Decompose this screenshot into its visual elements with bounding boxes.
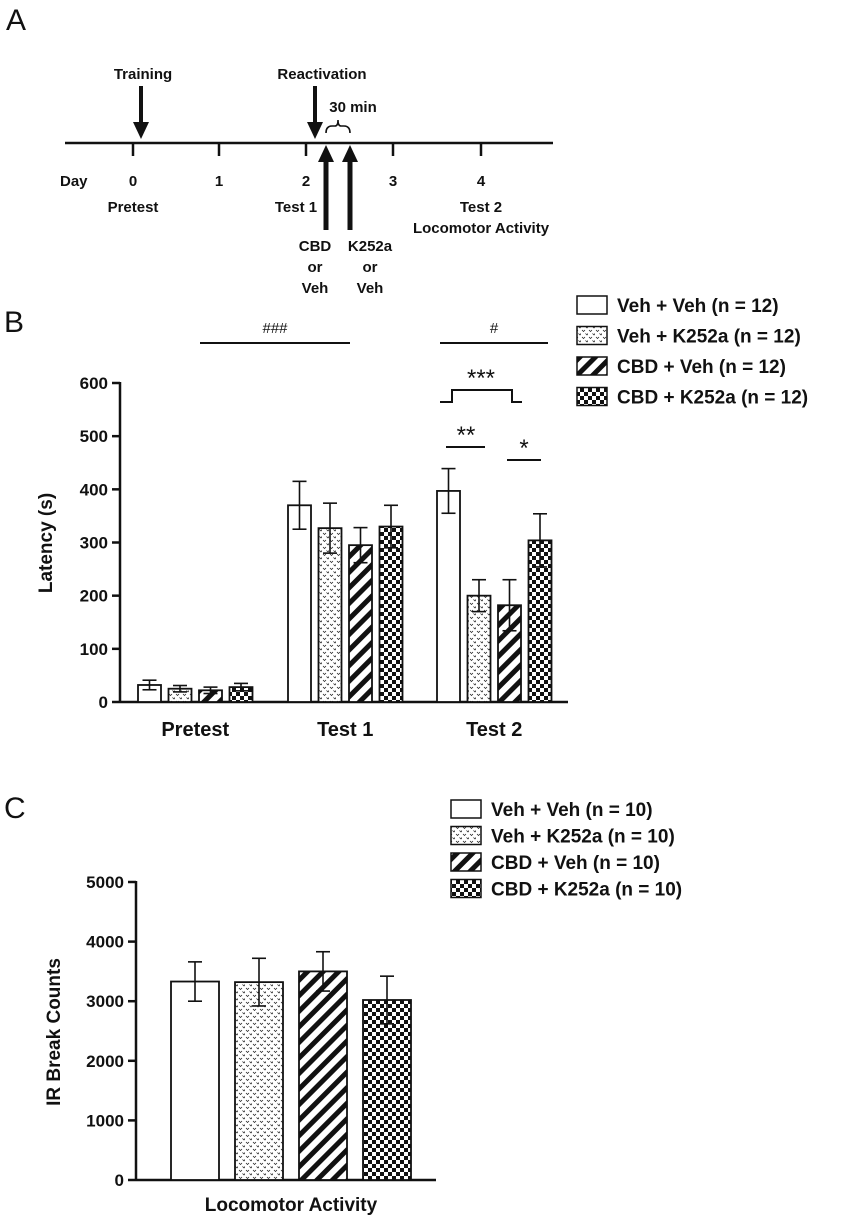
panel-c-y-tick-label-4: 4000 xyxy=(86,933,124,952)
day-tick-2: 2 xyxy=(302,173,310,190)
panel-c-xlabel: Locomotor Activity xyxy=(205,1195,378,1216)
panel-b-legend-swatch-1 xyxy=(576,325,608,346)
panel-b-bar-2-0 xyxy=(436,490,461,703)
panel-b-y-tick-label-4: 400 xyxy=(80,480,108,499)
day-tick-0: 0 xyxy=(129,173,137,190)
panel-b-legend-swatch-2 xyxy=(576,356,608,376)
panel-c-bar-0 xyxy=(170,980,220,1181)
panel-c-bars xyxy=(170,950,412,1181)
panel-b-chart: B Latency (s) 0 100 200 300 400 500 600 Pretest… xyxy=(4,295,808,741)
panel-b-y-tick-label-5: 500 xyxy=(80,427,108,446)
panel-b-ylabel: Latency (s) xyxy=(36,493,57,593)
panel-c-chart: C IR Break Counts Locomotor Activity 0 10… xyxy=(4,792,682,1216)
cbd-injection-arrow xyxy=(318,145,334,230)
panel-b-x-tick-label-2: Test 2 xyxy=(466,719,522,741)
panel-c-legend-label-1: Veh + K252a (n = 10) xyxy=(491,827,675,848)
panel-c-label: C xyxy=(4,792,26,825)
injection2-line1: K252a xyxy=(348,238,393,255)
panel-a-timeline: A Day 0 1 2 3 4 Pretest Test 1 Test 2 Lo… xyxy=(6,4,553,297)
double-star-text: ** xyxy=(457,422,476,449)
panel-c-bar-3 xyxy=(362,999,412,1181)
panel-c-legend-swatch-3 xyxy=(450,878,482,899)
injection1-line2: or xyxy=(308,259,323,276)
reactivation-label: Reactivation xyxy=(277,66,366,83)
panel-b-bar-1-1 xyxy=(317,527,343,703)
k252a-injection-arrow xyxy=(342,145,358,230)
panel-c-legend: Veh + Veh (n = 10) Veh + K252a (n = 10) CB… xyxy=(450,799,682,901)
panel-c-legend-swatch-1 xyxy=(450,825,482,846)
panel-b-bar-1-0 xyxy=(287,504,312,703)
panel-b-bar-1-2 xyxy=(348,544,373,703)
injection1-line3: Veh xyxy=(302,280,329,297)
session-locomotor: Locomotor Activity xyxy=(413,220,550,237)
panel-b-bar-1-3 xyxy=(378,525,404,703)
session-test1: Test 1 xyxy=(275,199,317,216)
triple-star-text: *** xyxy=(467,365,495,392)
panel-b-y-tick-label-0: 0 xyxy=(99,693,108,712)
injection1-line1: CBD xyxy=(299,238,332,255)
hash-right-text: # xyxy=(490,320,499,337)
panel-c-legend-label-0: Veh + Veh (n = 10) xyxy=(491,800,653,821)
panel-b-y-tick-label-2: 200 xyxy=(80,587,108,606)
panel-b-x-tick-label-1: Test 1 xyxy=(317,719,373,741)
training-arrow xyxy=(133,86,149,139)
injection2-line2: or xyxy=(363,259,378,276)
panel-b-legend: Veh + Veh (n = 12) Veh + K252a (n = 12) CB… xyxy=(576,295,808,409)
panel-b-y-tick-label-6: 600 xyxy=(80,374,108,393)
session-pretest: Pretest xyxy=(108,199,159,216)
panel-c-bar-1 xyxy=(234,981,284,1181)
triple-star-bracket xyxy=(440,389,522,403)
panel-c-y-tick-label-5: 5000 xyxy=(86,873,124,892)
panel-b-label: B xyxy=(4,306,24,339)
day-label: Day xyxy=(60,173,88,190)
panel-b-y-tick-label-3: 300 xyxy=(80,534,108,553)
injection2-line3: Veh xyxy=(357,280,384,297)
panel-c-bar-2 xyxy=(298,970,348,1181)
panel-c-y-tick-label-0: 0 xyxy=(115,1171,124,1190)
panel-c-y-tick-label-3: 3000 xyxy=(86,992,124,1011)
panel-b-legend-swatch-0 xyxy=(576,295,608,315)
panel-a-label: A xyxy=(6,4,26,37)
panel-c-legend-swatch-2 xyxy=(450,852,482,872)
panel-b-y-tick-label-1: 100 xyxy=(80,640,108,659)
panel-b-legend-swatch-3 xyxy=(576,386,608,407)
panel-b-bars xyxy=(137,467,553,703)
single-star-text: * xyxy=(519,435,528,462)
panel-c-legend-swatch-0 xyxy=(450,799,482,819)
panel-b-legend-label-0: Veh + Veh (n = 12) xyxy=(617,296,779,317)
training-label: Training xyxy=(114,66,172,83)
panel-c-legend-label-2: CBD + Veh (n = 10) xyxy=(491,853,660,874)
panel-c-ylabel: IR Break Counts xyxy=(44,958,65,1106)
panel-c-y-tick-label-1: 1000 xyxy=(86,1111,124,1130)
day-tick-4: 4 xyxy=(477,173,486,190)
interval-label: 30 min xyxy=(329,99,377,116)
panel-c-legend-label-3: CBD + K252a (n = 10) xyxy=(491,880,682,901)
day-tick-3: 3 xyxy=(389,173,397,190)
panel-b-legend-label-3: CBD + K252a (n = 12) xyxy=(617,388,808,409)
reactivation-arrow xyxy=(307,86,323,139)
panel-b-legend-label-2: CBD + Veh (n = 12) xyxy=(617,357,786,378)
panel-b-axes: 0 100 200 300 400 500 600 Pretest Test 1 Test 2 xyxy=(80,374,568,741)
panel-b-x-tick-label-0: Pretest xyxy=(161,719,229,741)
interval-bracket xyxy=(325,119,351,134)
session-test2: Test 2 xyxy=(460,199,502,216)
panel-b-legend-label-1: Veh + K252a (n = 12) xyxy=(617,327,801,348)
panel-c-y-tick-label-2: 2000 xyxy=(86,1052,124,1071)
day-tick-1: 1 xyxy=(215,173,223,190)
hash-left-text: ### xyxy=(262,320,288,337)
